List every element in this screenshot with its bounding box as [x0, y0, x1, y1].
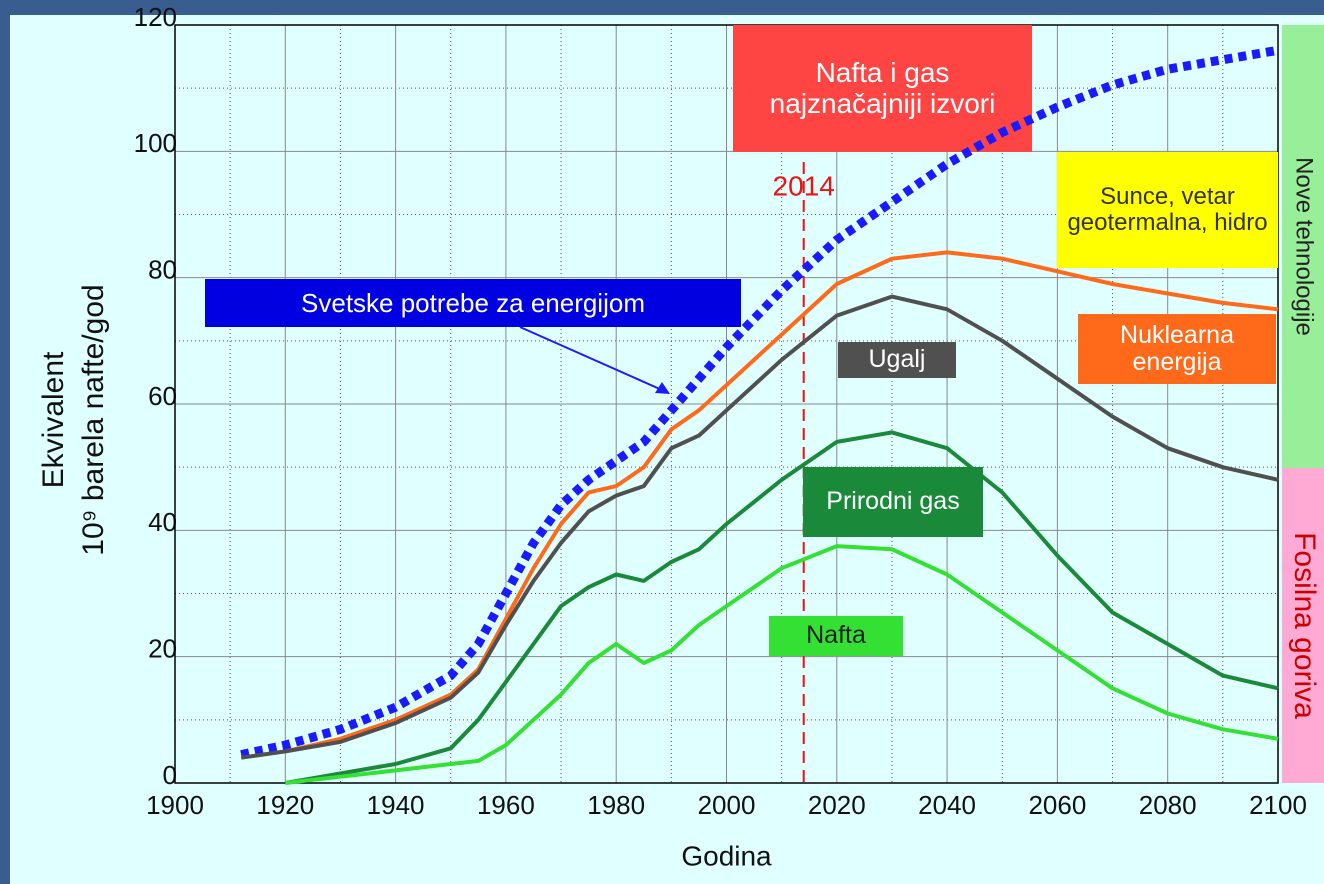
- marker-label: 2014: [773, 170, 835, 201]
- series-line: [284, 250, 1279, 754]
- y-tick-label: 120: [134, 2, 177, 32]
- series-label: Nafta: [769, 616, 903, 656]
- y-tick-label: 80: [148, 255, 177, 285]
- x-tick-label: 1920: [256, 790, 314, 820]
- band: [1282, 25, 1324, 468]
- series-label: Ugalj: [838, 342, 956, 378]
- series-line: [240, 294, 1279, 760]
- band: [1282, 468, 1324, 783]
- band-label: Fosilna goriva: [1288, 532, 1321, 719]
- x-tick-label: 2020: [808, 790, 866, 820]
- series-label: Nuklearna energija: [1078, 314, 1276, 384]
- series-label: Prirodni gas: [803, 467, 983, 537]
- annotation-text: Nafta i gas najznačajniji izvori: [733, 25, 1032, 152]
- annotation-text: Sunce, vetar geotermalna, hidro: [1057, 152, 1278, 268]
- x-axis-label: Godina: [681, 840, 772, 871]
- x-tick-label: 2040: [918, 790, 976, 820]
- y-tick-label: 100: [134, 128, 177, 158]
- panel: [10, 15, 1324, 884]
- series-label-text: Nuklearna energija: [1078, 314, 1276, 384]
- plot-frame: [174, 24, 1279, 784]
- y-tick-label: 0: [163, 760, 177, 790]
- y-axis-label: 10⁹ barela nafte/god: [77, 284, 110, 555]
- annotation: Nafta i gas najznačajniji izvori: [733, 25, 1032, 152]
- x-tick-label: 2000: [698, 790, 756, 820]
- series-line: [285, 544, 1279, 785]
- y-axis-label: Ekvivalent: [37, 351, 70, 488]
- x-tick-label: 2100: [1249, 790, 1307, 820]
- series-line: [240, 45, 1279, 759]
- x-tick-label: 2080: [1139, 790, 1197, 820]
- x-tick-label: 1960: [477, 790, 535, 820]
- series-label-text: Ugalj: [838, 342, 956, 378]
- series-label-text: Prirodni gas: [803, 467, 983, 537]
- series-label-text: Svetske potrebe za energijom: [205, 279, 741, 327]
- series-label-text: Nafta: [769, 616, 903, 656]
- x-tick-label: 1940: [367, 790, 425, 820]
- x-tick-label: 2060: [1028, 790, 1086, 820]
- series-line: [284, 430, 1279, 785]
- y-tick-label: 60: [148, 381, 177, 411]
- x-tick-label: 1900: [146, 790, 204, 820]
- y-tick-label: 20: [148, 634, 177, 664]
- arrow: [519, 326, 663, 391]
- arrow-head: [655, 382, 670, 394]
- x-tick-label: 1980: [587, 790, 645, 820]
- series-label: Svetske potrebe za energijom: [205, 279, 741, 327]
- annotation: Sunce, vetar geotermalna, hidro: [1057, 152, 1278, 268]
- band-label: Nove tehnologije: [1291, 157, 1318, 336]
- y-tick-label: 40: [148, 507, 177, 537]
